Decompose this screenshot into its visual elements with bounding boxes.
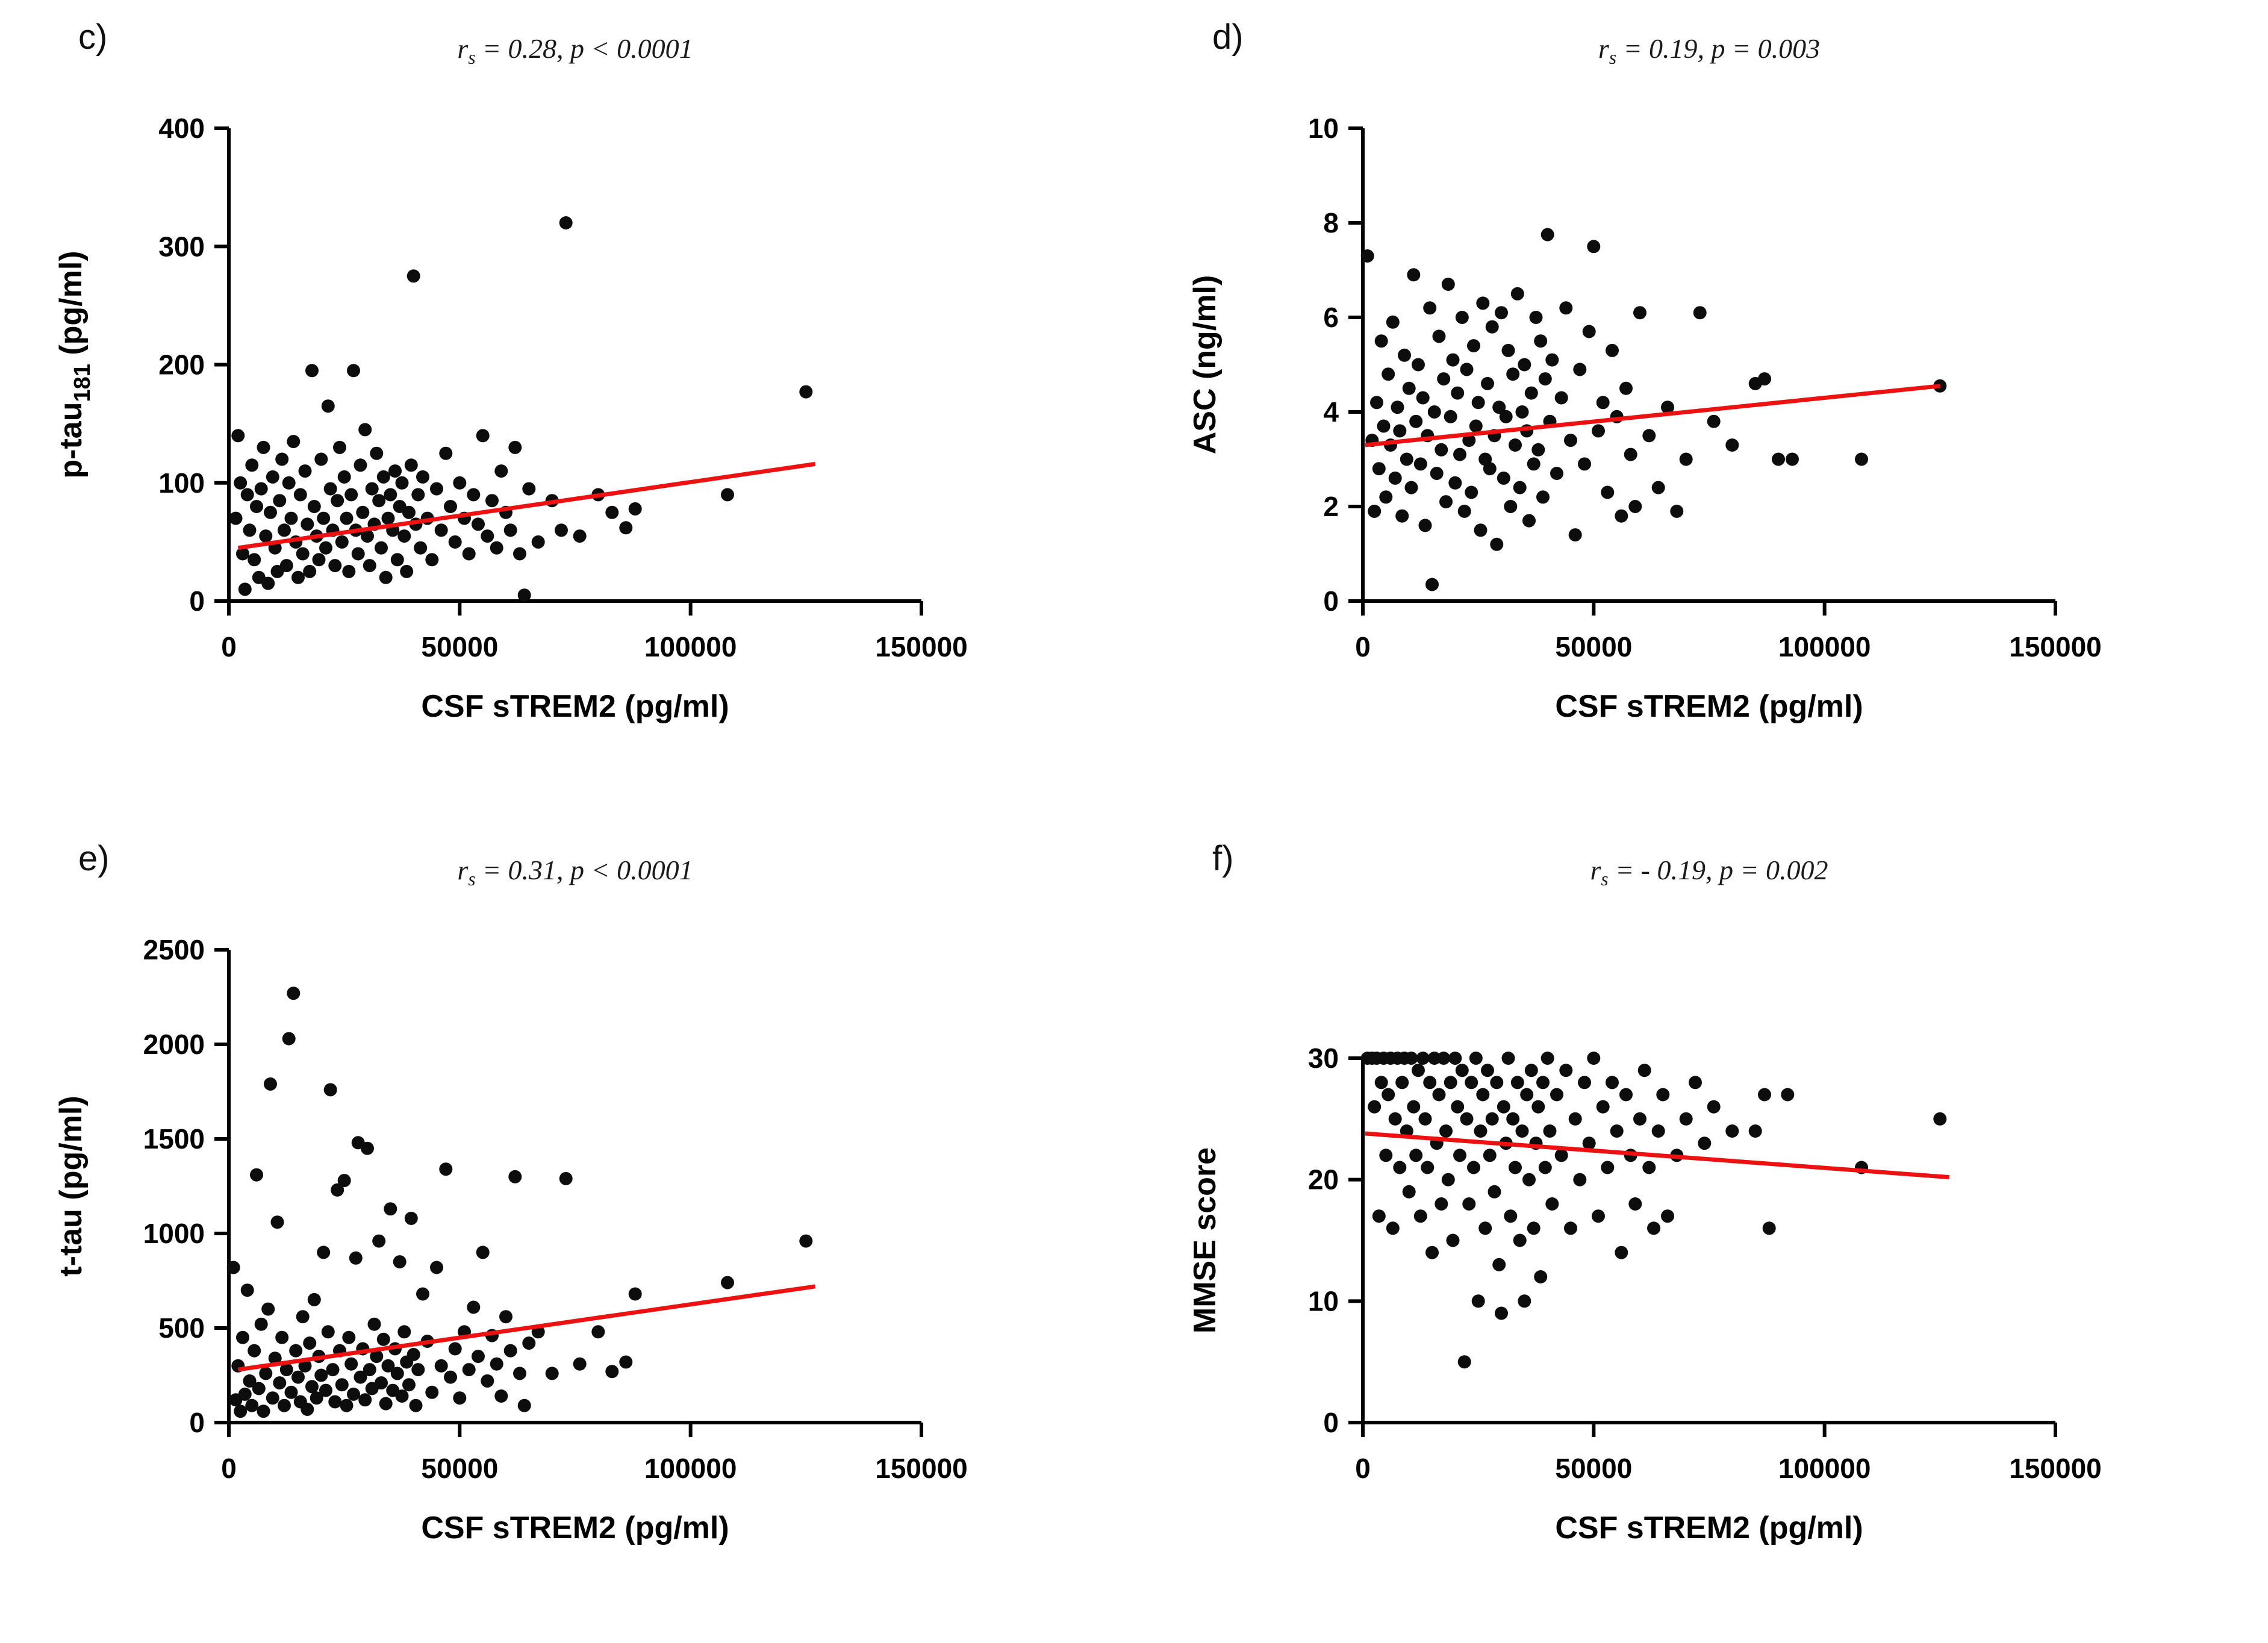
x-tick-label: 150000	[2009, 631, 2102, 662]
x-tick-label: 150000	[2009, 1453, 2102, 1484]
panel-d-header: d) rs = 0.19, p = 0.003	[1134, 17, 2268, 107]
panel-letter-f: f)	[1212, 839, 1234, 878]
x-tick-label: 100000	[644, 631, 737, 662]
panel-c: c) rs = 0.28, p < 0.0001 0 50000 100000 150…	[0, 0, 1134, 822]
stats-r-symbol: r	[1590, 855, 1601, 885]
points-layer	[226, 987, 813, 1418]
y-tick-label: 100	[158, 467, 205, 499]
x-tick-label: 0	[1355, 1453, 1371, 1484]
panel-e: e) rs = 0.31, p < 0.0001 0 50000 100000 150…	[0, 822, 1134, 1643]
y-tick-label: 20	[1308, 1164, 1339, 1196]
panel-stats-e: rs = 0.31, p < 0.0001	[229, 854, 921, 890]
stats-subscript: s	[468, 868, 476, 890]
y-tick-label: 8	[1323, 207, 1339, 238]
y-tick-label: 30	[1308, 1043, 1339, 1074]
y-tick-label: 0	[189, 585, 205, 617]
x-tick-label: 50000	[421, 1453, 498, 1484]
regression-line	[237, 461, 816, 550]
panel-letter-d: d)	[1212, 17, 1244, 57]
x-tick-label: 50000	[1555, 1453, 1632, 1484]
panel-stats-d: rs = 0.19, p = 0.003	[1363, 33, 2055, 69]
stats-subscript: s	[468, 47, 476, 69]
x-tick-label: 100000	[644, 1453, 737, 1484]
y-tick-label: 10	[1308, 1285, 1339, 1317]
panel-c-header: c) rs = 0.28, p < 0.0001	[0, 17, 1134, 107]
scatter-plot-ttau: 0 50000 100000 150000 0 500 1000 1500 2000 2500 CS…	[54, 934, 968, 1545]
x-axis-title: CSF sTREM2 (pg/ml)	[1555, 689, 1863, 724]
points-layer	[1360, 228, 1947, 591]
y-tick-label: 500	[158, 1312, 205, 1344]
y-tick-label: 10	[1308, 113, 1339, 144]
x-tick-label: 0	[1355, 631, 1371, 662]
y-tick-label: 400	[158, 113, 205, 144]
stats-values: = 0.31, p < 0.0001	[475, 855, 693, 885]
stats-values: = 0.28, p < 0.0001	[475, 33, 693, 64]
stats-r-symbol: r	[457, 855, 469, 885]
scatter-plot-asc: 0 50000 100000 150000 0 2 4 6 8 10 CSF sTREM2 (pg/…	[1188, 113, 2102, 724]
y-axis-title: ASC (ng/ml)	[1188, 275, 1223, 455]
y-tick-label: 2000	[143, 1029, 205, 1060]
y-axis-title: t-tau (pg/ml)	[54, 1096, 89, 1276]
panel-f-header: f) rs = - 0.19, p = 0.002	[1134, 838, 2268, 929]
stats-subscript: s	[1609, 47, 1616, 69]
x-tick-label: 150000	[875, 631, 968, 662]
regression-line	[1365, 1131, 1949, 1180]
x-axis-title: CSF sTREM2 (pg/ml)	[421, 689, 729, 724]
x-axis-title: CSF sTREM2 (pg/ml)	[421, 1510, 729, 1545]
scatter-plot-mmse: 0 50000 100000 150000 0 10 20 30 CSF sTREM2 (pg/…	[1188, 1043, 2102, 1545]
x-tick-label: 0	[221, 631, 237, 662]
panel-letter-c: c)	[78, 17, 108, 57]
panel-letter-e: e)	[78, 839, 110, 878]
x-tick-label: 0	[221, 1453, 237, 1484]
stats-subscript: s	[1601, 868, 1609, 890]
panel-f: f) rs = - 0.19, p = 0.002 0 50000 100000 15…	[1134, 822, 2268, 1643]
y-axis-title: MMSE score	[1188, 1147, 1223, 1333]
panel-stats-c: rs = 0.28, p < 0.0001	[229, 33, 921, 69]
y-tick-label: 0	[1323, 585, 1339, 617]
y-tick-label: 0	[189, 1407, 205, 1438]
y-tick-label: 300	[158, 231, 205, 262]
x-tick-label: 50000	[421, 631, 498, 662]
stats-values: = 0.19, p = 0.003	[1616, 33, 1821, 64]
y-tick-label: 2500	[143, 934, 205, 965]
y-tick-label: 0	[1323, 1407, 1339, 1438]
y-tick-label: 4	[1323, 396, 1339, 428]
regression-line	[1365, 384, 1940, 447]
y-tick-label: 1000	[143, 1218, 205, 1249]
y-tick-label: 200	[158, 349, 205, 381]
y-tick-label: 2	[1323, 491, 1339, 522]
regression-line	[237, 1284, 816, 1372]
y-tick-label: 6	[1323, 302, 1339, 333]
x-axis-title: CSF sTREM2 (pg/ml)	[1555, 1510, 1863, 1545]
stats-r-symbol: r	[457, 33, 469, 64]
x-tick-label: 100000	[1778, 1453, 1871, 1484]
panel-d: d) rs = 0.19, p = 0.003 0 50000 100000 1500…	[1134, 0, 2268, 822]
y-axis-title: p-tau181 (pg/ml)	[54, 251, 95, 478]
scatter-plot-ptau: 0 50000 100000 150000 0 100 200 300 400 CSF sTREM…	[54, 113, 968, 724]
points-layer	[229, 216, 813, 602]
points-layer	[1360, 1052, 1947, 1369]
x-tick-label: 100000	[1778, 631, 1871, 662]
panel-e-header: e) rs = 0.31, p < 0.0001	[0, 838, 1134, 929]
x-tick-label: 50000	[1555, 631, 1632, 662]
x-tick-label: 150000	[875, 1453, 968, 1484]
stats-values: = - 0.19, p = 0.002	[1608, 855, 1828, 885]
y-tick-label: 1500	[143, 1123, 205, 1155]
stats-r-symbol: r	[1598, 33, 1609, 64]
panel-stats-f: rs = - 0.19, p = 0.002	[1363, 854, 2055, 890]
